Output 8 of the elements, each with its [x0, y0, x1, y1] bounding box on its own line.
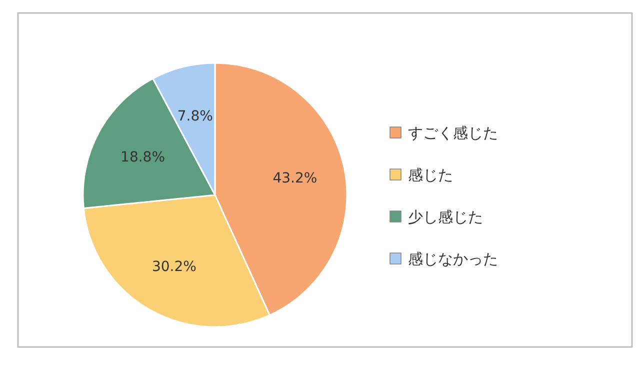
data-label: 30.2% — [152, 258, 196, 275]
legend-label: 感じなかった — [408, 250, 498, 268]
legend-label: すごく感じた — [408, 124, 498, 142]
legend-label: 感じた — [408, 166, 453, 184]
legend-label: 少し感じた — [408, 208, 483, 226]
data-label: 7.8% — [177, 108, 213, 125]
data-label: 18.8% — [120, 149, 166, 166]
data-label: 43.2% — [272, 170, 318, 187]
